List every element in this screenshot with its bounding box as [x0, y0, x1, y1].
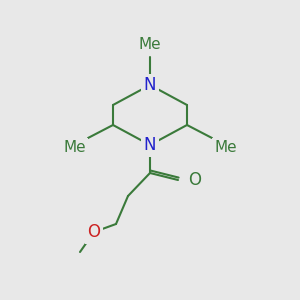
Text: O: O — [188, 171, 201, 189]
Text: Me: Me — [139, 37, 161, 52]
Text: Me: Me — [63, 140, 86, 155]
Text: O: O — [88, 223, 100, 241]
Text: Me: Me — [214, 140, 237, 155]
Text: N: N — [144, 76, 156, 94]
Text: N: N — [144, 136, 156, 154]
